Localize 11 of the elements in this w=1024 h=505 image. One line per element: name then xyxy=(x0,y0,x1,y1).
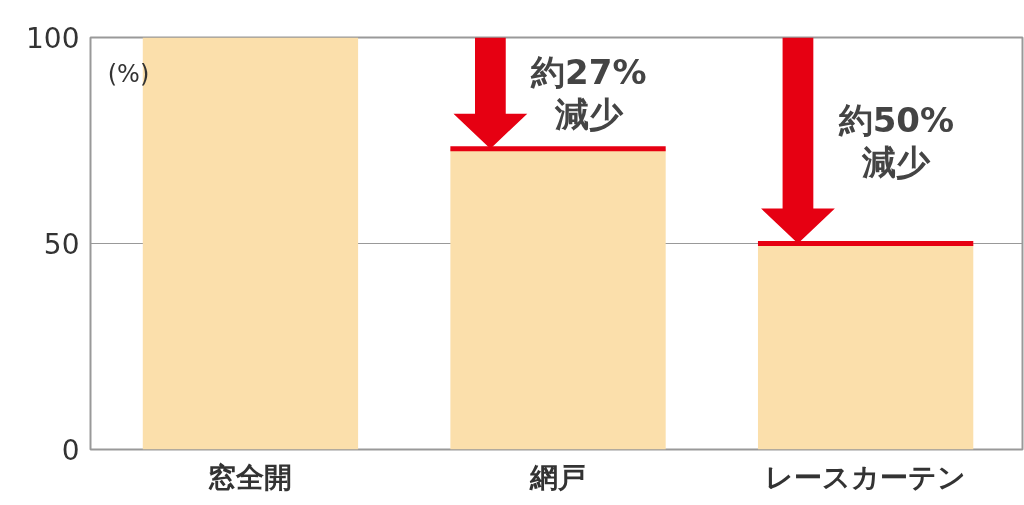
x-tick-label: 窓全開 xyxy=(208,460,293,494)
bar xyxy=(450,148,666,450)
y-tick-label: 50 xyxy=(43,228,80,261)
y-axis-title: (%) xyxy=(107,59,150,88)
x-tick-label: 網戸 xyxy=(529,460,587,494)
annotation: 約27% 減少 xyxy=(530,52,647,135)
annotation: 約50% 減少 xyxy=(837,99,955,182)
y-tick-label: 100 xyxy=(26,22,80,55)
bar xyxy=(757,243,974,450)
x-tick-label: レースカーテン xyxy=(765,460,967,494)
y-tick-label: 0 xyxy=(61,434,80,467)
